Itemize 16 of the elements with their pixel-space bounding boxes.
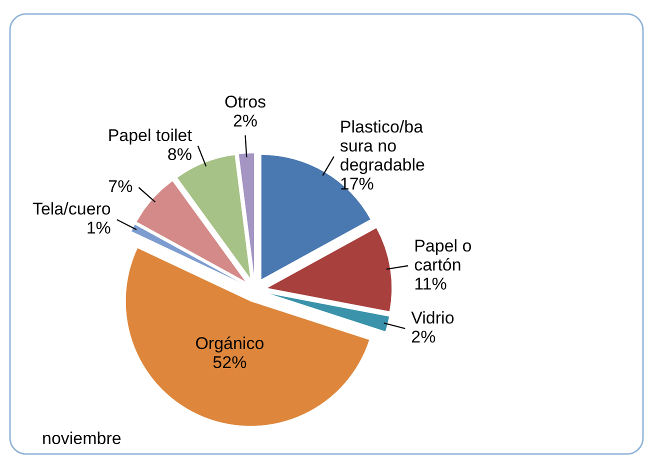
slice-label: Otros [224, 92, 266, 112]
data-label: 8% [167, 144, 192, 164]
data-label: 2% [411, 328, 436, 347]
slice-label: Papel toilet [108, 126, 192, 145]
slice-label: Papel o cartón [414, 236, 472, 274]
slice-label: Plastico/ba sura no degradable [340, 118, 425, 175]
slice-label: Orgánico [195, 334, 264, 353]
data-label: 52% [212, 352, 247, 372]
data-label: 2% [232, 111, 258, 130]
data-label: 1% [86, 218, 111, 238]
data-label: 11% [414, 274, 447, 294]
data-label: 7% [108, 176, 133, 196]
data-label: 17% [340, 174, 374, 194]
slice-label: Vidrio [411, 308, 454, 328]
text: noviembre [42, 429, 122, 448]
slice-label: Tela/cuero [32, 200, 111, 219]
